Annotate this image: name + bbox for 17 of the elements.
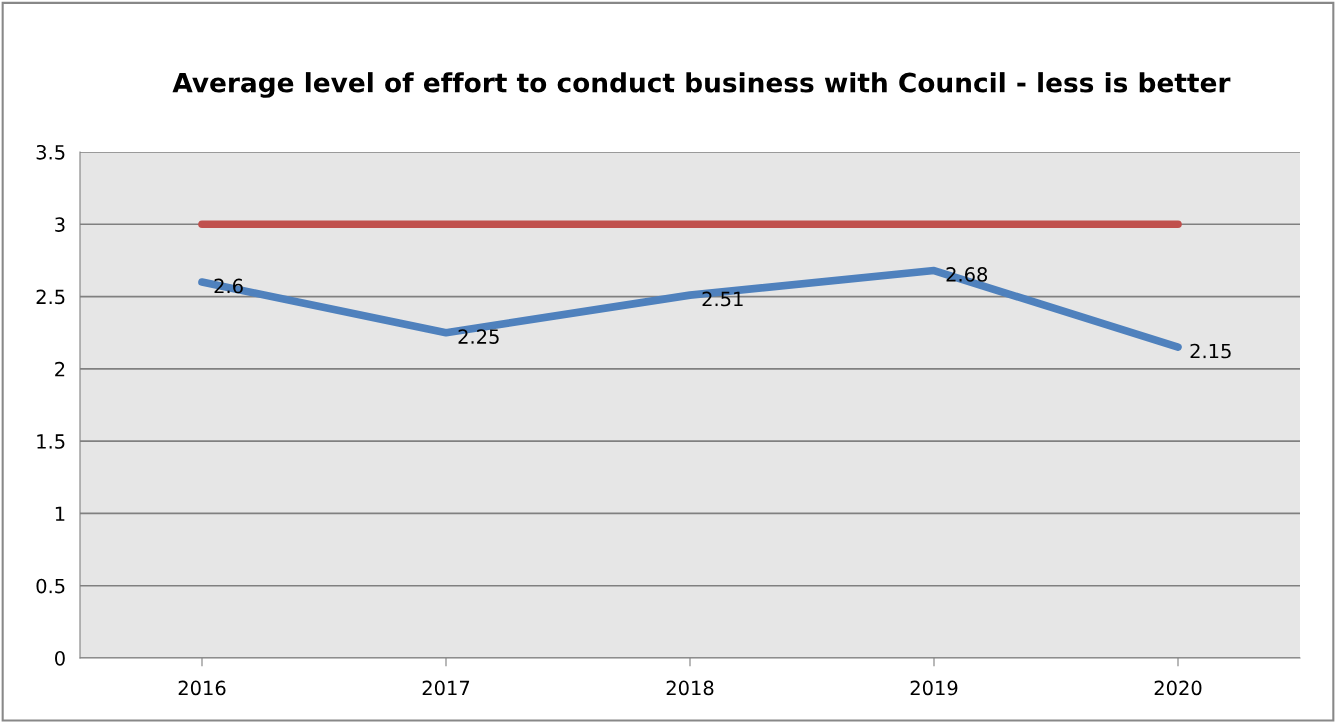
y-tick-label: 3.5 — [36, 144, 65, 160]
x-tick-label: 2018 — [666, 680, 714, 696]
x-tick-label: 2016 — [178, 680, 226, 696]
data-label: 2.25 — [458, 329, 499, 344]
y-tick-label: 1.5 — [37, 434, 65, 449]
y-tick-label: 2.5 — [36, 289, 65, 305]
data-label: 2.15 — [1190, 343, 1231, 359]
x-tick-label: 2020 — [1154, 680, 1202, 696]
y-tick-label: 1 — [55, 506, 65, 521]
x-tick-label: 2017 — [422, 680, 470, 696]
y-tick-label: 0.5 — [36, 578, 65, 594]
y-tick-label: 0 — [55, 650, 65, 666]
x-tick-label: 2019 — [910, 680, 958, 696]
data-label: 2.51 — [702, 291, 743, 307]
y-tick-label: 3 — [55, 217, 65, 232]
chart-title: Average level of effort to conduct business with Council - less is better — [172, 72, 1231, 98]
y-tick-label: 2 — [55, 361, 65, 377]
